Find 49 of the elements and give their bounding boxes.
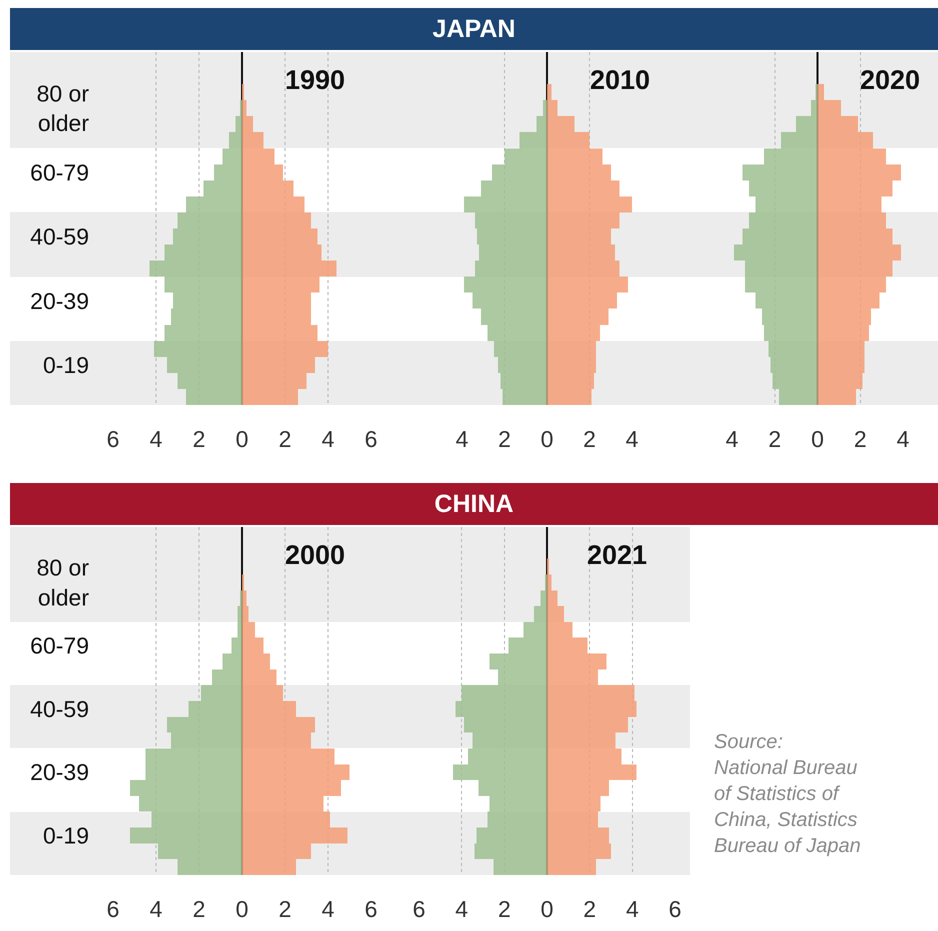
x-tick-label: 2	[583, 896, 596, 922]
x-tick-label: 6	[106, 896, 120, 922]
x-tick-label: 2	[583, 426, 596, 452]
x-tick-label: 2	[192, 896, 206, 922]
x-tick-label: 6	[668, 896, 682, 922]
x-tick-label: 2	[498, 896, 511, 922]
x-tick-label: 4	[626, 896, 639, 922]
x-tick-label: 0	[236, 426, 248, 452]
x-tick-label: 2	[498, 426, 511, 452]
text: 2020	[860, 65, 920, 95]
x-tick-label: 4	[726, 426, 739, 452]
x-tick-label: 6	[364, 426, 378, 452]
text: 2021	[587, 540, 648, 570]
x-tick-label: 6	[364, 896, 378, 922]
x-tick-label: 4	[456, 426, 469, 452]
x-tick-label: 4	[896, 426, 910, 452]
x-tick-label: 2	[854, 426, 867, 452]
y-tick-label: 0-19	[42, 352, 89, 378]
y-tick-label: 0-19	[42, 822, 89, 848]
y-tick-label: 80 or older	[36, 554, 90, 610]
x-tick-label: 4	[322, 896, 335, 922]
y-tick-label: 40-59	[30, 224, 89, 250]
x-tick-label: 4	[322, 426, 335, 452]
x-tick-label: 4	[455, 896, 468, 922]
x-tick-label: 2	[768, 426, 782, 452]
y-tick-label: 60-79	[30, 632, 89, 659]
x-tick-label: 2	[278, 426, 292, 452]
x-tick-label: 4	[150, 896, 163, 922]
x-tick-label: 0	[236, 896, 248, 922]
x-tick-label: 0	[540, 426, 554, 452]
x-tick-label: 0	[540, 896, 554, 922]
y-tick-label: 40-59	[30, 696, 89, 722]
y-tick-label: 60-79	[30, 159, 89, 186]
x-tick-label: 2	[192, 426, 206, 452]
y-tick-label: 20-39	[30, 759, 89, 786]
y-tick-label: 80 or older	[36, 80, 90, 136]
x-tick-label: 0	[811, 426, 824, 452]
x-tick-label: 6	[106, 426, 120, 452]
text: 2010	[590, 65, 650, 95]
x-tick-label: 2	[278, 896, 292, 922]
text: CHINA	[10, 483, 938, 525]
x-tick-label: 4	[150, 426, 163, 452]
text: 1990	[285, 65, 346, 95]
text: 2000	[285, 540, 346, 570]
text: JAPAN	[10, 8, 938, 50]
x-tick-label: 6	[412, 896, 426, 922]
x-tick-label: 4	[626, 426, 639, 452]
source-note: Source: National Bureau of Statistics of China, Statistics Bureau of Japan	[714, 731, 861, 857]
y-tick-label: 20-39	[30, 288, 89, 314]
